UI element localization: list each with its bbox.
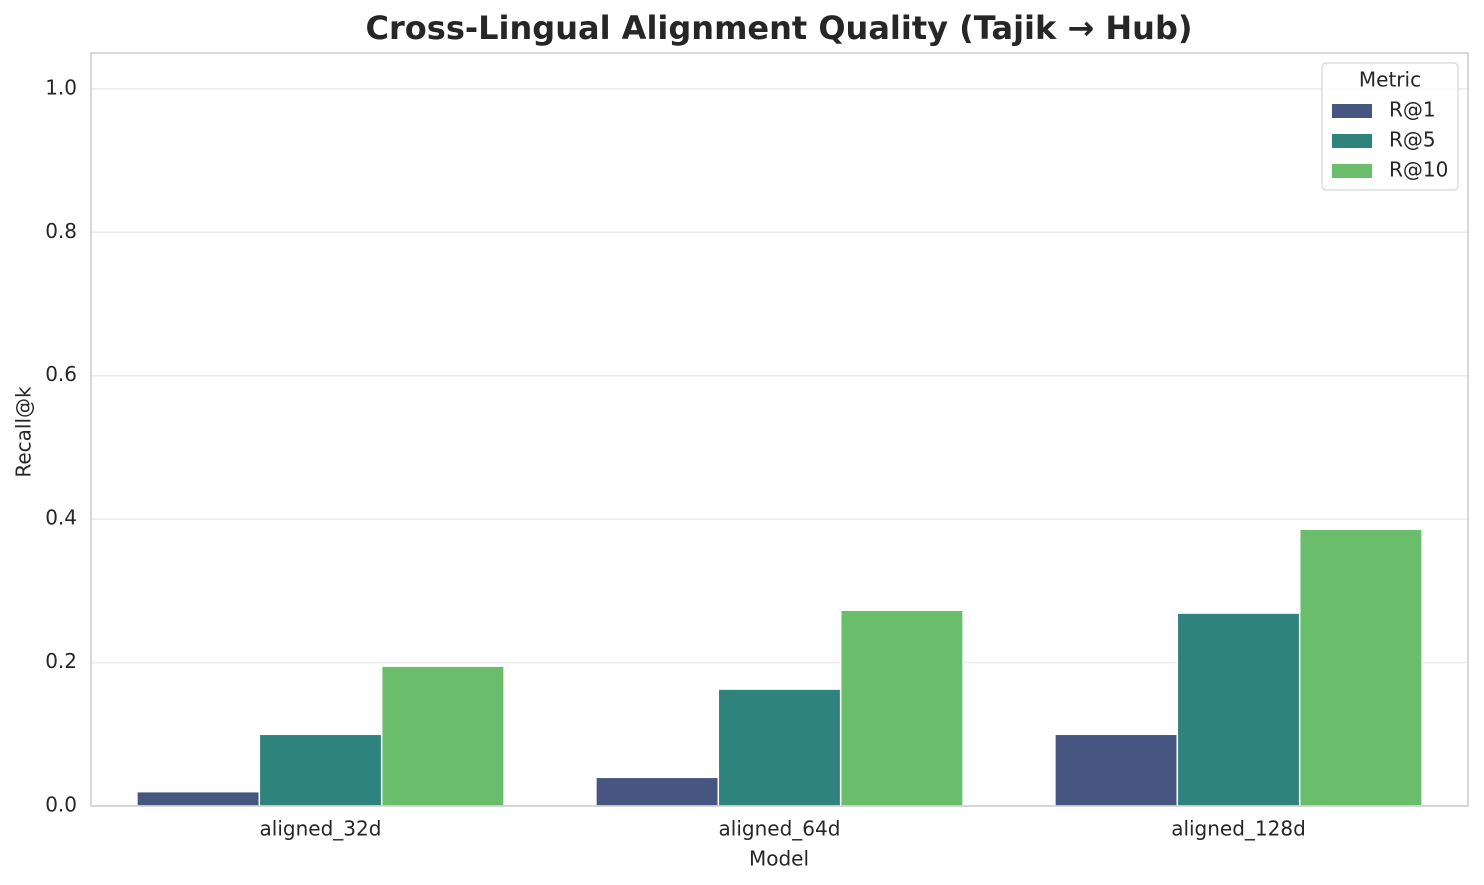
legend-swatch [1332, 164, 1372, 178]
x-tick-label: aligned_128d [1171, 817, 1306, 841]
legend-box [1321, 62, 1459, 191]
y-tick-label: 0.0 [45, 793, 77, 817]
bar [1054, 733, 1179, 807]
y-tick-label: 0.6 [45, 362, 77, 386]
x-tick-label: aligned_64d [719, 817, 841, 841]
y-tick-label: 1.0 [45, 75, 77, 99]
y-tick-label: 0.8 [45, 219, 77, 243]
legend-swatch [1332, 104, 1372, 118]
bar [839, 609, 964, 807]
plot-frame [90, 52, 1469, 807]
chart-title: Cross-Lingual Alignment Quality (Tajik →… [366, 9, 1193, 47]
y-tick-label: 0.4 [45, 506, 77, 530]
legend-label: R@10 [1389, 158, 1448, 182]
legend-title: Metric [1359, 68, 1421, 92]
plot-area [91, 88, 1468, 807]
legend: Metric R@1 R@5 R@10 [1321, 62, 1459, 191]
bar [1176, 612, 1301, 807]
legend-label: R@5 [1389, 128, 1436, 152]
legend-label: R@1 [1389, 98, 1436, 122]
bar [595, 776, 720, 807]
bar [380, 665, 505, 807]
bar [1298, 528, 1423, 807]
legend-swatch [1332, 134, 1372, 148]
bar [258, 733, 383, 807]
y-tick-label: 0.2 [45, 649, 77, 673]
bar [717, 688, 842, 807]
x-axis-label: Model [749, 847, 809, 871]
x-tick-label: aligned_32d [260, 817, 382, 841]
y-axis-label: Recall@k [12, 386, 36, 478]
bar [136, 790, 261, 807]
